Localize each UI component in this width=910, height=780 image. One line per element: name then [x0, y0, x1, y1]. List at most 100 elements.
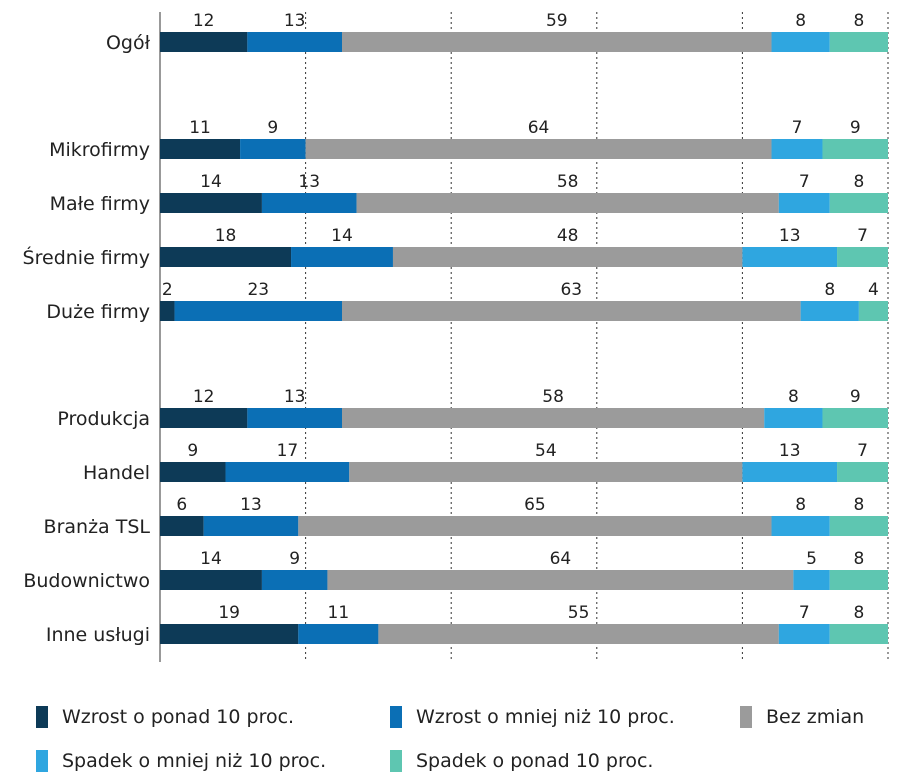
category-label: Ogół: [106, 32, 151, 54]
data-label: 4: [868, 280, 879, 300]
legend-item: Bez zmian: [740, 706, 864, 728]
data-label: 8: [795, 11, 806, 31]
bar-segment: [160, 570, 262, 590]
data-label: 12: [193, 11, 215, 31]
bar-segment: [858, 301, 888, 321]
bar-segment: [822, 408, 888, 428]
bar-segment: [160, 247, 292, 267]
data-label: 58: [557, 172, 579, 192]
bar-segment: [829, 570, 888, 590]
data-label: 9: [850, 118, 861, 138]
data-label: 13: [779, 226, 801, 246]
data-label: 8: [788, 387, 799, 407]
legend-label: Spadek o mniej niż 10 proc.: [62, 750, 327, 772]
data-label: 7: [857, 226, 868, 246]
bar-segment: [764, 408, 823, 428]
data-label: 8: [795, 495, 806, 515]
data-label: 48: [557, 226, 579, 246]
category-label: Duże firmy: [46, 301, 150, 323]
data-label: 8: [853, 549, 864, 569]
bar-segment: [829, 193, 888, 213]
bar-segment: [378, 624, 779, 644]
data-label: 65: [524, 495, 546, 515]
bar-segment: [349, 462, 743, 482]
legend-swatch: [390, 706, 402, 728]
data-label: 12: [193, 387, 215, 407]
data-label: 64: [528, 118, 550, 138]
bar-segment: [247, 408, 342, 428]
bar-segment: [829, 624, 888, 644]
data-label: 63: [560, 280, 582, 300]
bar-segment: [298, 516, 772, 536]
data-label: 11: [328, 603, 350, 623]
bar-segment: [771, 32, 830, 52]
data-label: 9: [267, 118, 278, 138]
data-label: 6: [176, 495, 187, 515]
category-label: Produkcja: [57, 408, 150, 430]
data-label: 13: [240, 495, 262, 515]
data-label: 9: [187, 441, 198, 461]
bar-segment: [778, 624, 830, 644]
bar-segment: [261, 570, 328, 590]
data-label: 14: [200, 549, 222, 569]
data-label: 23: [247, 280, 269, 300]
bar-segment: [160, 624, 299, 644]
bar-segment: [225, 462, 350, 482]
legend-item: Wzrost o ponad 10 proc.: [36, 706, 294, 728]
bar-segment: [327, 570, 794, 590]
data-label: 64: [550, 549, 572, 569]
data-label: 14: [331, 226, 353, 246]
category-label: Budownictwo: [23, 570, 150, 592]
bar-segment: [240, 139, 306, 159]
data-label: 58: [542, 387, 564, 407]
legend-item: Wzrost o mniej niż 10 proc.: [390, 706, 675, 728]
bar-segment: [771, 516, 830, 536]
bar-segment: [837, 247, 888, 267]
data-label: 2: [162, 280, 173, 300]
data-label: 7: [799, 603, 810, 623]
bar-segment: [291, 247, 393, 267]
bar-segment: [203, 516, 299, 536]
bar-segment: [771, 139, 823, 159]
bar-segment: [174, 301, 342, 321]
legend-label: Spadek o ponad 10 proc.: [416, 750, 654, 772]
bar-segment: [742, 247, 838, 267]
bar-segment: [160, 516, 204, 536]
bar-segment: [742, 462, 838, 482]
bar-segment: [356, 193, 779, 213]
data-label: 9: [850, 387, 861, 407]
bar-segment: [793, 570, 830, 590]
data-label: 7: [792, 118, 803, 138]
bar-segment: [829, 32, 888, 52]
bar-segment: [160, 193, 262, 213]
data-label: 18: [215, 226, 237, 246]
bar-segment: [160, 139, 241, 159]
bar-segment: [342, 32, 772, 52]
bar-segment: [160, 408, 248, 428]
legend-label: Bez zmian: [766, 706, 865, 728]
legend-swatch: [390, 750, 402, 772]
data-label: 8: [853, 172, 864, 192]
data-label: 13: [284, 11, 306, 31]
bar-segment: [342, 408, 765, 428]
bar-segment: [247, 32, 342, 52]
legend-item: Spadek o mniej niż 10 proc.: [36, 750, 326, 772]
data-label: 54: [535, 441, 557, 461]
bar-segment: [778, 193, 830, 213]
data-label: 17: [277, 441, 299, 461]
legend-swatch: [740, 706, 752, 728]
bar-segment: [800, 301, 859, 321]
bar-segment: [261, 193, 357, 213]
data-label: 55: [568, 603, 590, 623]
legend-item: Spadek o ponad 10 proc.: [390, 750, 653, 772]
legend-swatch: [36, 706, 48, 728]
data-label: 5: [806, 549, 817, 569]
category-label: Małe firmy: [50, 193, 150, 215]
data-label: 59: [546, 11, 568, 31]
category-label: Handel: [83, 462, 150, 484]
data-label: 13: [284, 387, 306, 407]
data-label: 8: [853, 603, 864, 623]
legend-swatch: [36, 750, 48, 772]
bar-segment: [392, 247, 743, 267]
data-label: 9: [289, 549, 300, 569]
